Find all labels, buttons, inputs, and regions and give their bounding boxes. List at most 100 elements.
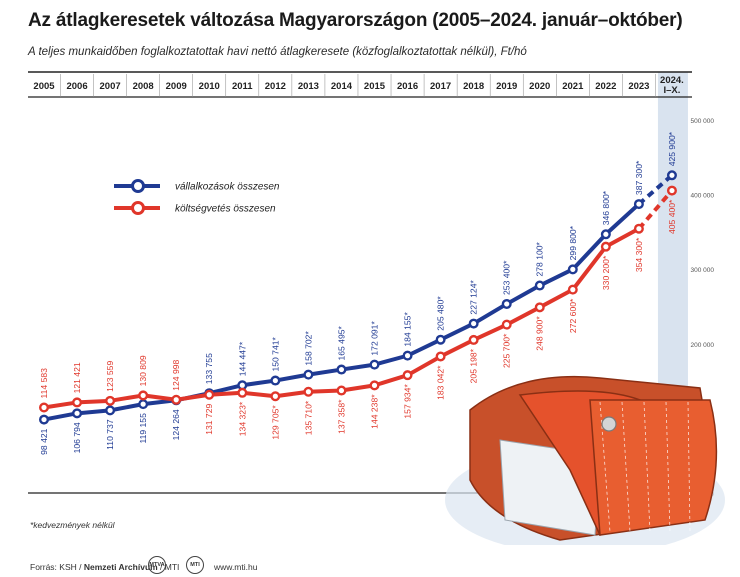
year-tick-label: 2007: [100, 81, 121, 92]
data-point: [666, 185, 677, 196]
year-tick-label: 2009: [166, 81, 187, 92]
data-point: [72, 408, 83, 419]
data-point: [435, 351, 446, 362]
data-point: [633, 199, 644, 210]
y-tick-label: 500 000: [691, 118, 715, 125]
data-point: [138, 390, 149, 401]
year-tick-label: 2023: [628, 81, 649, 92]
data-label: 248 900*: [535, 316, 545, 351]
data-point: [303, 386, 314, 397]
data-label: 119 155: [138, 413, 148, 444]
year-tick-label: 2011: [232, 81, 253, 92]
data-label: 184 155*: [403, 312, 413, 347]
mti-logo-text: MTI: [190, 562, 200, 568]
data-label: 124 998: [171, 359, 181, 390]
data-point: [72, 397, 83, 408]
year-tick-label: 2005: [33, 81, 55, 92]
data-label: 172 091*: [370, 321, 380, 356]
legend-swatch-marker: [131, 179, 145, 193]
series-line-estimate: [637, 173, 674, 206]
data-point: [303, 369, 314, 380]
year-tick-label: 2010: [199, 81, 220, 92]
footnote: *kedvezmények nélkül: [30, 520, 115, 530]
series-line-estimate: [637, 189, 674, 231]
data-label: 114 583: [39, 368, 49, 399]
source-archive: Nemzeti Archívum: [83, 562, 158, 572]
data-label: 137 358*: [336, 399, 346, 434]
data-point: [534, 302, 545, 313]
data-point: [534, 280, 545, 291]
series-points: [39, 170, 677, 425]
data-point: [336, 385, 347, 396]
year-tick-label: 2017: [430, 81, 451, 92]
year-tick-label: 2018: [463, 81, 484, 92]
data-point: [39, 402, 50, 413]
data-point: [435, 334, 446, 345]
data-label: 131 729: [204, 404, 214, 435]
y-tick-label: 400 000: [691, 193, 715, 200]
data-point: [501, 298, 512, 309]
chart-title: Az átlagkeresetek változása Magyarország…: [28, 10, 683, 31]
data-point: [468, 318, 479, 329]
data-point: [105, 405, 116, 416]
year-tick-label: 2022: [595, 81, 616, 92]
y-tick-label: 200 000: [691, 342, 715, 349]
data-point: [204, 389, 215, 400]
data-point: [666, 170, 677, 181]
data-label: 225 700*: [502, 333, 512, 368]
data-label: 227 124*: [469, 280, 479, 315]
data-label: 121 421: [72, 362, 82, 393]
data-label: 130 809: [138, 355, 148, 386]
data-point: [501, 319, 512, 330]
year-tick-label: 2008: [133, 81, 154, 92]
year-tick-label: 2013: [298, 81, 319, 92]
data-point: [369, 380, 380, 391]
wallet-illustration: [445, 375, 725, 545]
data-label: 425 900*: [667, 131, 677, 166]
data-point: [270, 391, 281, 402]
chart-subtitle: A teljes munkaidőben foglalkoztatottak h…: [28, 46, 527, 58]
legend-swatch-marker: [131, 201, 145, 215]
data-label: 144 238*: [370, 394, 380, 429]
data-point: [237, 387, 248, 398]
data-label: 134 323*: [237, 401, 247, 436]
data-label: 330 200*: [601, 255, 611, 290]
data-label: 110 737: [105, 419, 115, 450]
year-tick-label: 2019: [496, 81, 517, 92]
data-label: 346 800*: [601, 190, 611, 225]
data-label: 157 934*: [403, 384, 413, 419]
legend-label: költségvetés összesen: [175, 204, 276, 215]
data-point: [105, 395, 116, 406]
data-label: 144 447*: [237, 341, 247, 376]
legend-label: vállalkozások összesen: [175, 182, 280, 193]
data-label: 106 794: [72, 422, 82, 453]
data-label: 299 800*: [568, 225, 578, 260]
data-label: 272 600*: [568, 298, 578, 333]
year-tick-label: 2014: [331, 81, 353, 92]
data-point: [633, 223, 644, 234]
year-tick-label: 2006: [66, 81, 87, 92]
data-point: [402, 350, 413, 361]
year-tick-label: 2020: [529, 81, 550, 92]
year-tick-label: 2015: [364, 81, 386, 92]
data-label: 354 300*: [634, 237, 644, 272]
data-label: 135 710*: [303, 400, 313, 435]
data-point: [468, 334, 479, 345]
data-point: [600, 229, 611, 240]
data-point: [369, 359, 380, 370]
data-point: [600, 241, 611, 252]
data-point: [270, 375, 281, 386]
source-url[interactable]: www.mti.hu: [214, 562, 258, 572]
y-tick-label: 300 000: [691, 267, 715, 274]
data-point: [567, 264, 578, 275]
year-tick-label: 2016: [397, 81, 418, 92]
mti-logo: MTI: [186, 556, 204, 574]
source-suffix: / MTI: [157, 562, 180, 572]
data-label: 133 755: [204, 353, 214, 384]
mtva-logo-text: MTVA: [149, 562, 165, 568]
legend: vállalkozások összesen költségvetés össze…: [114, 179, 280, 215]
data-point: [402, 370, 413, 381]
year-header: 2005 2006 2007 2008 2009 2010 2011 2012 2013 2014…: [28, 71, 692, 98]
data-point: [567, 284, 578, 295]
data-point: [138, 399, 149, 410]
